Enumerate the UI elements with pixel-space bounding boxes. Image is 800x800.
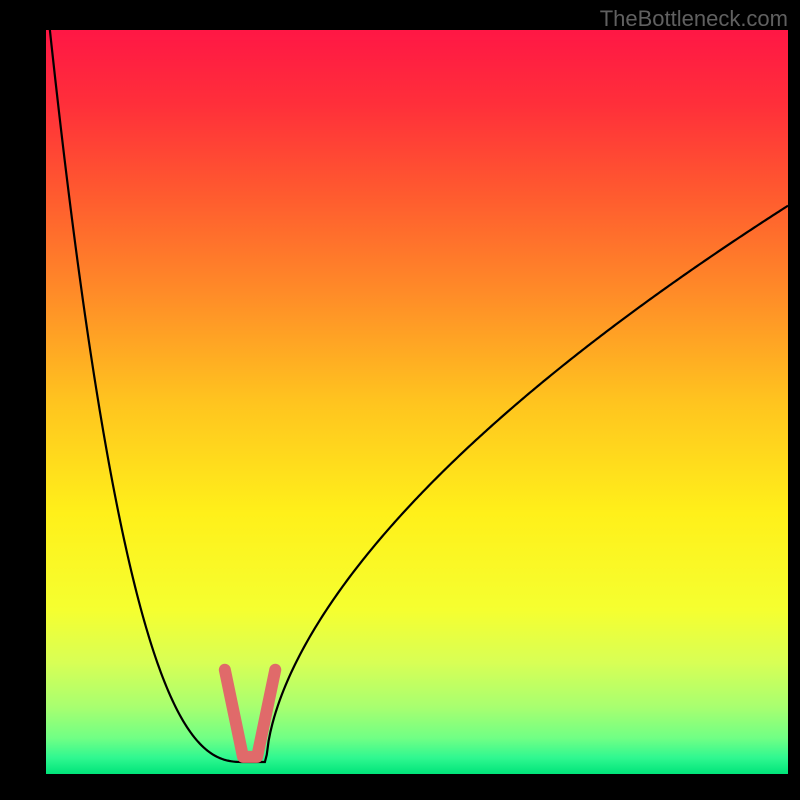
watermark-text: TheBottleneck.com xyxy=(600,6,788,32)
plot-panel xyxy=(0,0,800,800)
chart-svg xyxy=(0,0,800,800)
